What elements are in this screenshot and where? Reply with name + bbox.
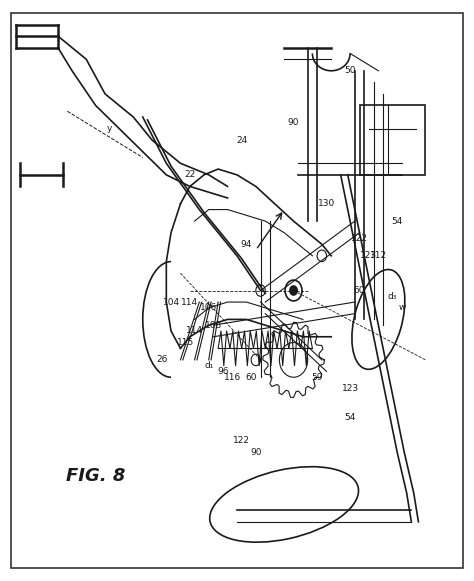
Text: 115: 115: [176, 338, 194, 347]
Text: y: y: [107, 124, 112, 133]
Text: 90: 90: [288, 119, 299, 127]
Text: 114: 114: [182, 297, 199, 307]
Text: 116: 116: [224, 373, 241, 382]
Text: 60: 60: [354, 286, 365, 295]
Text: 130: 130: [318, 199, 335, 208]
Text: d₁: d₁: [204, 361, 213, 370]
Text: 26: 26: [156, 356, 167, 364]
Text: 96: 96: [217, 367, 228, 376]
Text: 22: 22: [184, 170, 195, 180]
Text: 90: 90: [250, 448, 262, 457]
Text: 123: 123: [360, 252, 377, 260]
Text: w: w: [398, 303, 406, 313]
Text: 60: 60: [246, 373, 257, 382]
Text: 94: 94: [241, 240, 252, 249]
Text: 50: 50: [344, 66, 356, 76]
Text: 104: 104: [163, 297, 180, 307]
Text: 122: 122: [233, 436, 250, 446]
Text: FIG. 8: FIG. 8: [66, 467, 125, 485]
FancyBboxPatch shape: [11, 13, 463, 568]
Text: 54: 54: [392, 217, 403, 225]
Text: 54: 54: [345, 413, 356, 422]
FancyBboxPatch shape: [359, 106, 426, 175]
Text: d₃: d₃: [388, 292, 397, 301]
Text: 108: 108: [205, 321, 222, 329]
Text: 114: 114: [186, 327, 203, 335]
Circle shape: [290, 286, 297, 295]
Text: 122: 122: [351, 234, 368, 243]
Text: 106: 106: [200, 303, 218, 313]
Text: 112: 112: [370, 252, 387, 260]
Text: 123: 123: [342, 384, 359, 393]
Text: 59: 59: [311, 373, 323, 382]
Text: 24: 24: [236, 135, 247, 145]
